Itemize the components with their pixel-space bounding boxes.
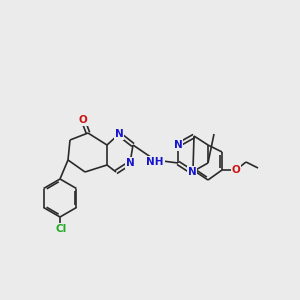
Text: N: N (188, 167, 196, 177)
Text: O: O (232, 165, 240, 175)
Text: O: O (79, 115, 87, 125)
Text: NH: NH (146, 157, 164, 167)
Text: Cl: Cl (56, 224, 67, 234)
Text: N: N (115, 129, 123, 139)
Text: N: N (174, 140, 182, 150)
Text: N: N (126, 158, 134, 168)
